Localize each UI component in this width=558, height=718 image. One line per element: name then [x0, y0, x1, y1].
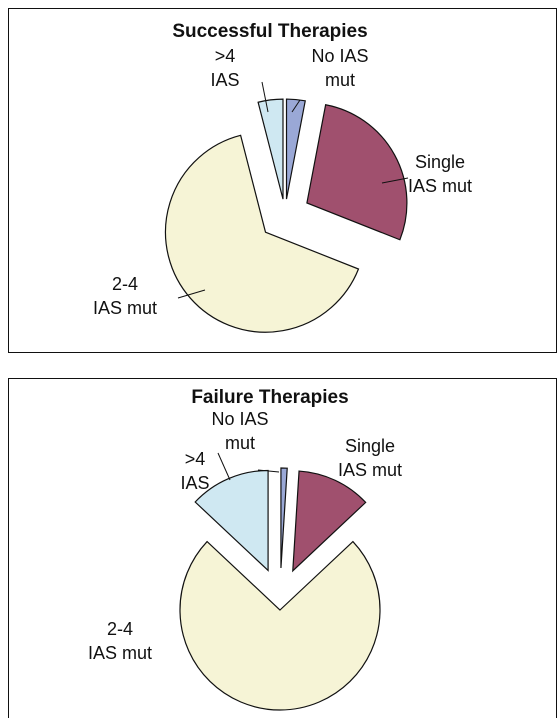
pie-slice — [280, 467, 288, 569]
pie-slice — [285, 98, 306, 200]
slice-label: Single IAS mut — [338, 436, 402, 480]
slice-label: No IAS mut — [211, 409, 268, 453]
pie-slice — [257, 98, 284, 200]
panel — [8, 378, 557, 718]
leader-line — [291, 99, 301, 113]
pie-slice — [164, 134, 360, 333]
leader-line — [177, 289, 206, 299]
leader-line — [217, 452, 231, 481]
panel — [8, 8, 557, 353]
slice-label: >4 IAS — [210, 46, 239, 90]
pie-slice — [179, 540, 381, 711]
pie-slice — [194, 469, 269, 572]
chart-title: Successful Therapies — [172, 21, 367, 42]
slice-label: 2-4 IAS mut — [93, 274, 157, 318]
slice-label: No IAS mut — [311, 46, 368, 90]
slice-label: Single IAS mut — [408, 152, 472, 196]
pie-slice — [306, 104, 408, 241]
slice-label: >4 IAS — [180, 449, 209, 493]
chart-title: Failure Therapies — [191, 387, 348, 408]
slice-label: 2-4 IAS mut — [88, 619, 152, 663]
leader-line — [261, 81, 269, 113]
pie-slice — [292, 470, 367, 573]
leader-line — [381, 177, 409, 184]
